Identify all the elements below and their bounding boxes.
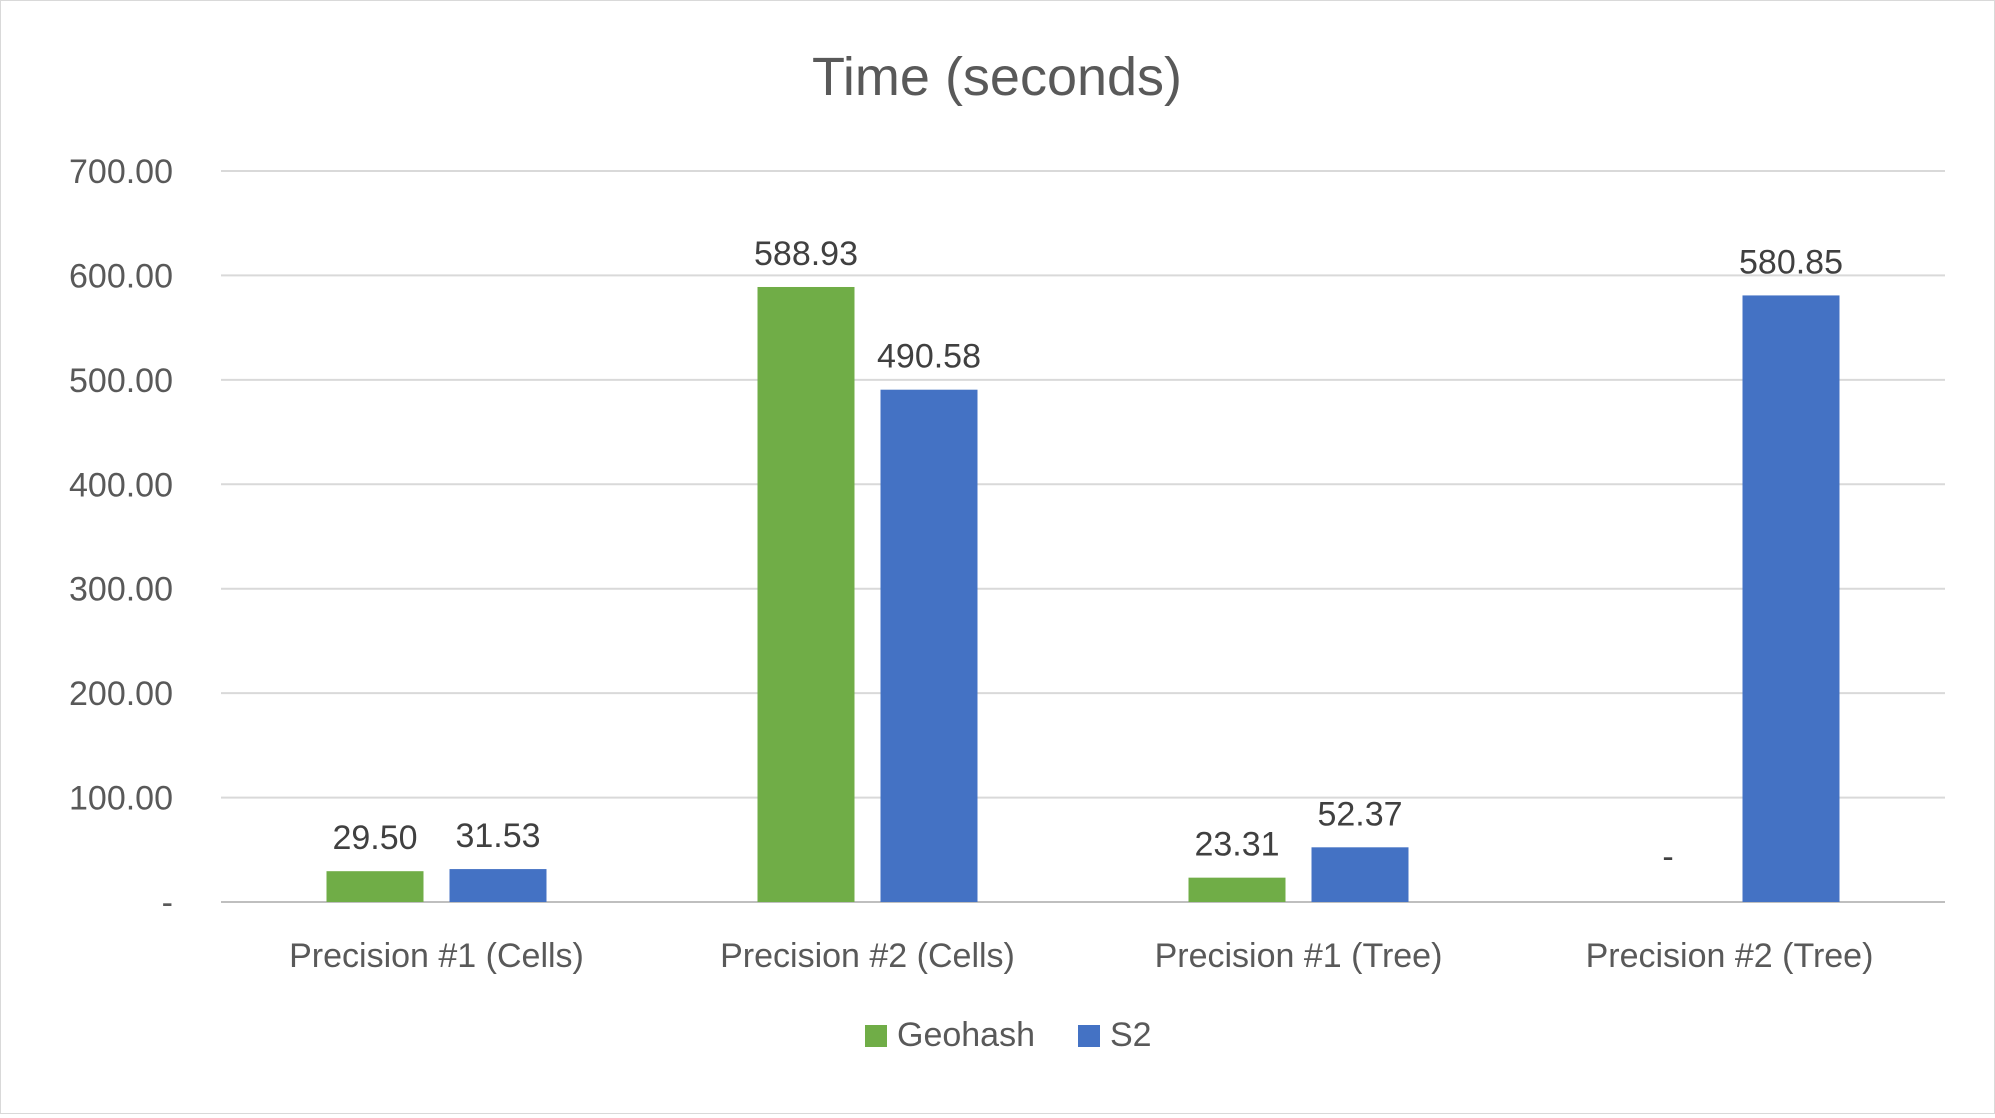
legend: Geohash S2	[865, 1016, 1152, 1054]
x-tick-label: Precision #1 (Tree)	[1155, 937, 1443, 975]
legend-label-s2: S2	[1110, 1016, 1152, 1054]
data-label: 490.58	[877, 338, 981, 376]
x-tick-label: Precision #2 (Cells)	[720, 937, 1015, 975]
data-label: 580.85	[1739, 243, 1843, 281]
bar-s2-2	[880, 389, 978, 902]
bars	[326, 286, 1840, 903]
data-label: -	[1662, 838, 1673, 876]
y-tick-label: 600.00	[69, 257, 173, 295]
legend-swatch-geohash	[865, 1025, 887, 1047]
y-tick-label: 100.00	[69, 780, 173, 818]
x-tick-label: Precision #1 (Cells)	[289, 937, 584, 975]
chart-title: Time (seconds)	[812, 47, 1182, 107]
y-tick-label: 200.00	[69, 675, 173, 713]
bar-geohash-2	[757, 286, 855, 903]
bar-geohash-1	[326, 871, 424, 902]
y-tick-label: 700.00	[69, 153, 173, 191]
data-label: 29.50	[332, 819, 417, 857]
y-axis-ticks: - 100.00 200.00 300.00 400.00 500.00 600.00 700…	[69, 153, 173, 922]
data-label: 23.31	[1194, 826, 1279, 864]
y-tick-label: 300.00	[69, 571, 173, 609]
y-tick-label: -	[162, 884, 173, 922]
x-axis-ticks: Precision #1 (Cells) Precision #2 (Cells)…	[289, 937, 1873, 975]
gridlines	[221, 170, 1945, 903]
y-tick-label: 500.00	[69, 362, 173, 400]
bar-s2-3	[1311, 847, 1409, 902]
data-label: 52.37	[1317, 795, 1402, 833]
bar-s2-1	[449, 869, 547, 902]
x-tick-label: Precision #2 (Tree)	[1586, 937, 1874, 975]
y-tick-label: 400.00	[69, 466, 173, 504]
bar-geohash-3	[1188, 877, 1286, 902]
data-label: 588.93	[754, 235, 858, 273]
legend-swatch-s2	[1078, 1025, 1100, 1047]
data-labels: 29.50 31.53 588.93 490.58 23.31 52.37 - 580.85	[332, 235, 1843, 876]
legend-label-geohash: Geohash	[897, 1016, 1035, 1054]
bar-s2-4	[1742, 295, 1840, 902]
data-label: 31.53	[455, 817, 540, 855]
